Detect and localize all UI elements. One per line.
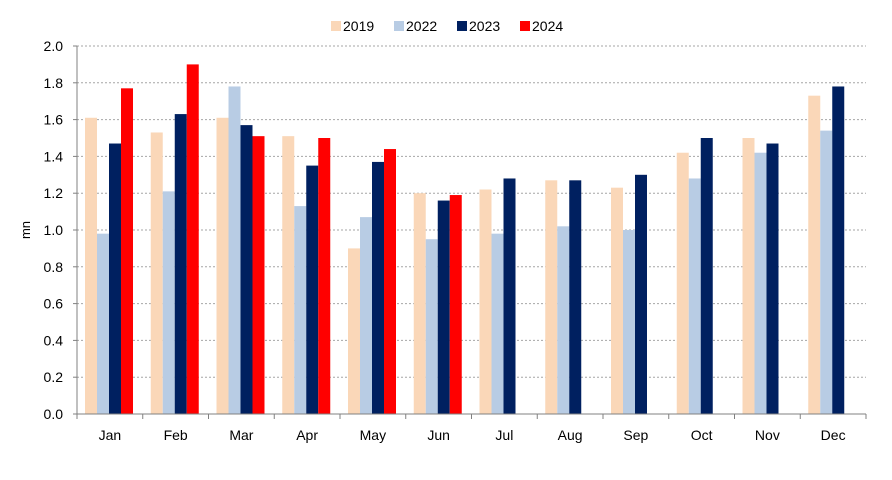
y-tick-label: 1.4 — [44, 148, 64, 164]
y-tick-label: 0.0 — [44, 406, 64, 422]
bar-2024-mar — [252, 136, 265, 414]
x-tick-label: Dec — [821, 427, 846, 443]
legend: 2019 2022 2023 2024 — [331, 18, 563, 34]
bar-2023-apr — [306, 165, 319, 414]
y-tick-label: 0.2 — [44, 369, 64, 385]
bar-2023-dec — [832, 86, 845, 414]
y-axis-title: mn — [18, 221, 33, 239]
legend-swatch-2024 — [520, 21, 530, 31]
bar-2019-feb — [150, 132, 163, 415]
x-tick-label: Aug — [558, 427, 583, 443]
legend-label-2023: 2023 — [469, 18, 500, 34]
bar-2019-apr — [282, 136, 295, 414]
bar-2022-nov — [754, 152, 767, 414]
legend-label-2019: 2019 — [343, 18, 374, 34]
bar-2019-jun — [413, 193, 426, 414]
bar-2023-feb — [174, 114, 187, 414]
bar-2023-sep — [635, 174, 647, 414]
bar-2024-jun — [449, 195, 462, 414]
bar-2019-sep — [611, 187, 623, 414]
bar-2023-jan — [109, 143, 121, 414]
x-axis-ticks: Jan Feb Mar Apr May Jun Jul Aug Sep Oct Nov Dec — [76, 414, 867, 443]
bar-2019-dec — [808, 95, 821, 415]
bar-2023-may — [372, 161, 384, 414]
bar-2023-jul — [503, 178, 516, 414]
x-tick-label: Jun — [427, 427, 450, 443]
bar-2022-jan — [97, 233, 109, 414]
x-tick-label: Sep — [623, 427, 648, 443]
y-tick-label: 2.0 — [44, 38, 64, 54]
legend-swatch-2022 — [394, 21, 404, 31]
bar-2019-aug — [545, 180, 558, 414]
bar-2023-jun — [437, 200, 450, 414]
bar-2024-jan — [121, 88, 133, 414]
bar-2019-may — [348, 248, 360, 414]
bar-2022-sep — [623, 230, 635, 414]
legend-swatch-2023 — [457, 21, 467, 31]
x-tick-label: Mar — [229, 427, 253, 443]
bar-2022-dec — [820, 130, 833, 414]
x-tick-label: Oct — [691, 427, 713, 443]
x-tick-label: Apr — [296, 427, 318, 443]
bar-2024-apr — [318, 138, 331, 414]
bar-2023-nov — [766, 143, 779, 414]
bar-2022-aug — [557, 226, 570, 414]
y-tick-label: 0.4 — [44, 332, 64, 348]
y-tick-label: 1.8 — [44, 75, 64, 91]
legend-label-2022: 2022 — [406, 18, 437, 34]
y-tick-label: 1.0 — [44, 222, 64, 238]
bar-2019-mar — [216, 117, 229, 414]
x-tick-label: Jan — [99, 427, 122, 443]
bar-2023-aug — [569, 180, 582, 414]
bar-2022-jun — [425, 239, 438, 414]
x-tick-label: Jul — [495, 427, 513, 443]
bar-2023-mar — [240, 125, 253, 415]
bar-2022-oct — [688, 178, 701, 414]
bar-2022-apr — [294, 206, 307, 414]
bar-2019-oct — [676, 152, 689, 414]
x-tick-label: May — [360, 427, 386, 443]
bar-2023-oct — [700, 138, 713, 414]
bar-2024-feb — [186, 64, 199, 415]
bar-2022-mar — [228, 86, 241, 414]
legend-swatch-2019 — [331, 21, 341, 31]
bar-2019-nov — [742, 138, 755, 414]
y-tick-label: 1.2 — [44, 185, 64, 201]
y-tick-label: 1.6 — [44, 112, 64, 128]
gridlines — [77, 45, 866, 378]
bar-2019-jan — [85, 117, 97, 414]
bar-2024-may — [384, 149, 396, 415]
bar-2022-may — [360, 217, 372, 414]
bar-2022-jul — [491, 233, 504, 414]
bar-2019-jul — [479, 189, 492, 414]
x-tick-label: Feb — [164, 427, 188, 443]
bars — [85, 64, 845, 415]
y-axis-ticks: 0.0 0.2 0.4 0.6 0.8 1.0 1.2 1.4 1.6 1.8 2.0 — [44, 38, 77, 422]
legend-label-2024: 2024 — [532, 18, 563, 34]
y-tick-label: 0.8 — [44, 259, 64, 275]
x-tick-label: Nov — [755, 427, 780, 443]
bar-2022-feb — [162, 191, 175, 414]
y-tick-label: 0.6 — [44, 296, 64, 312]
